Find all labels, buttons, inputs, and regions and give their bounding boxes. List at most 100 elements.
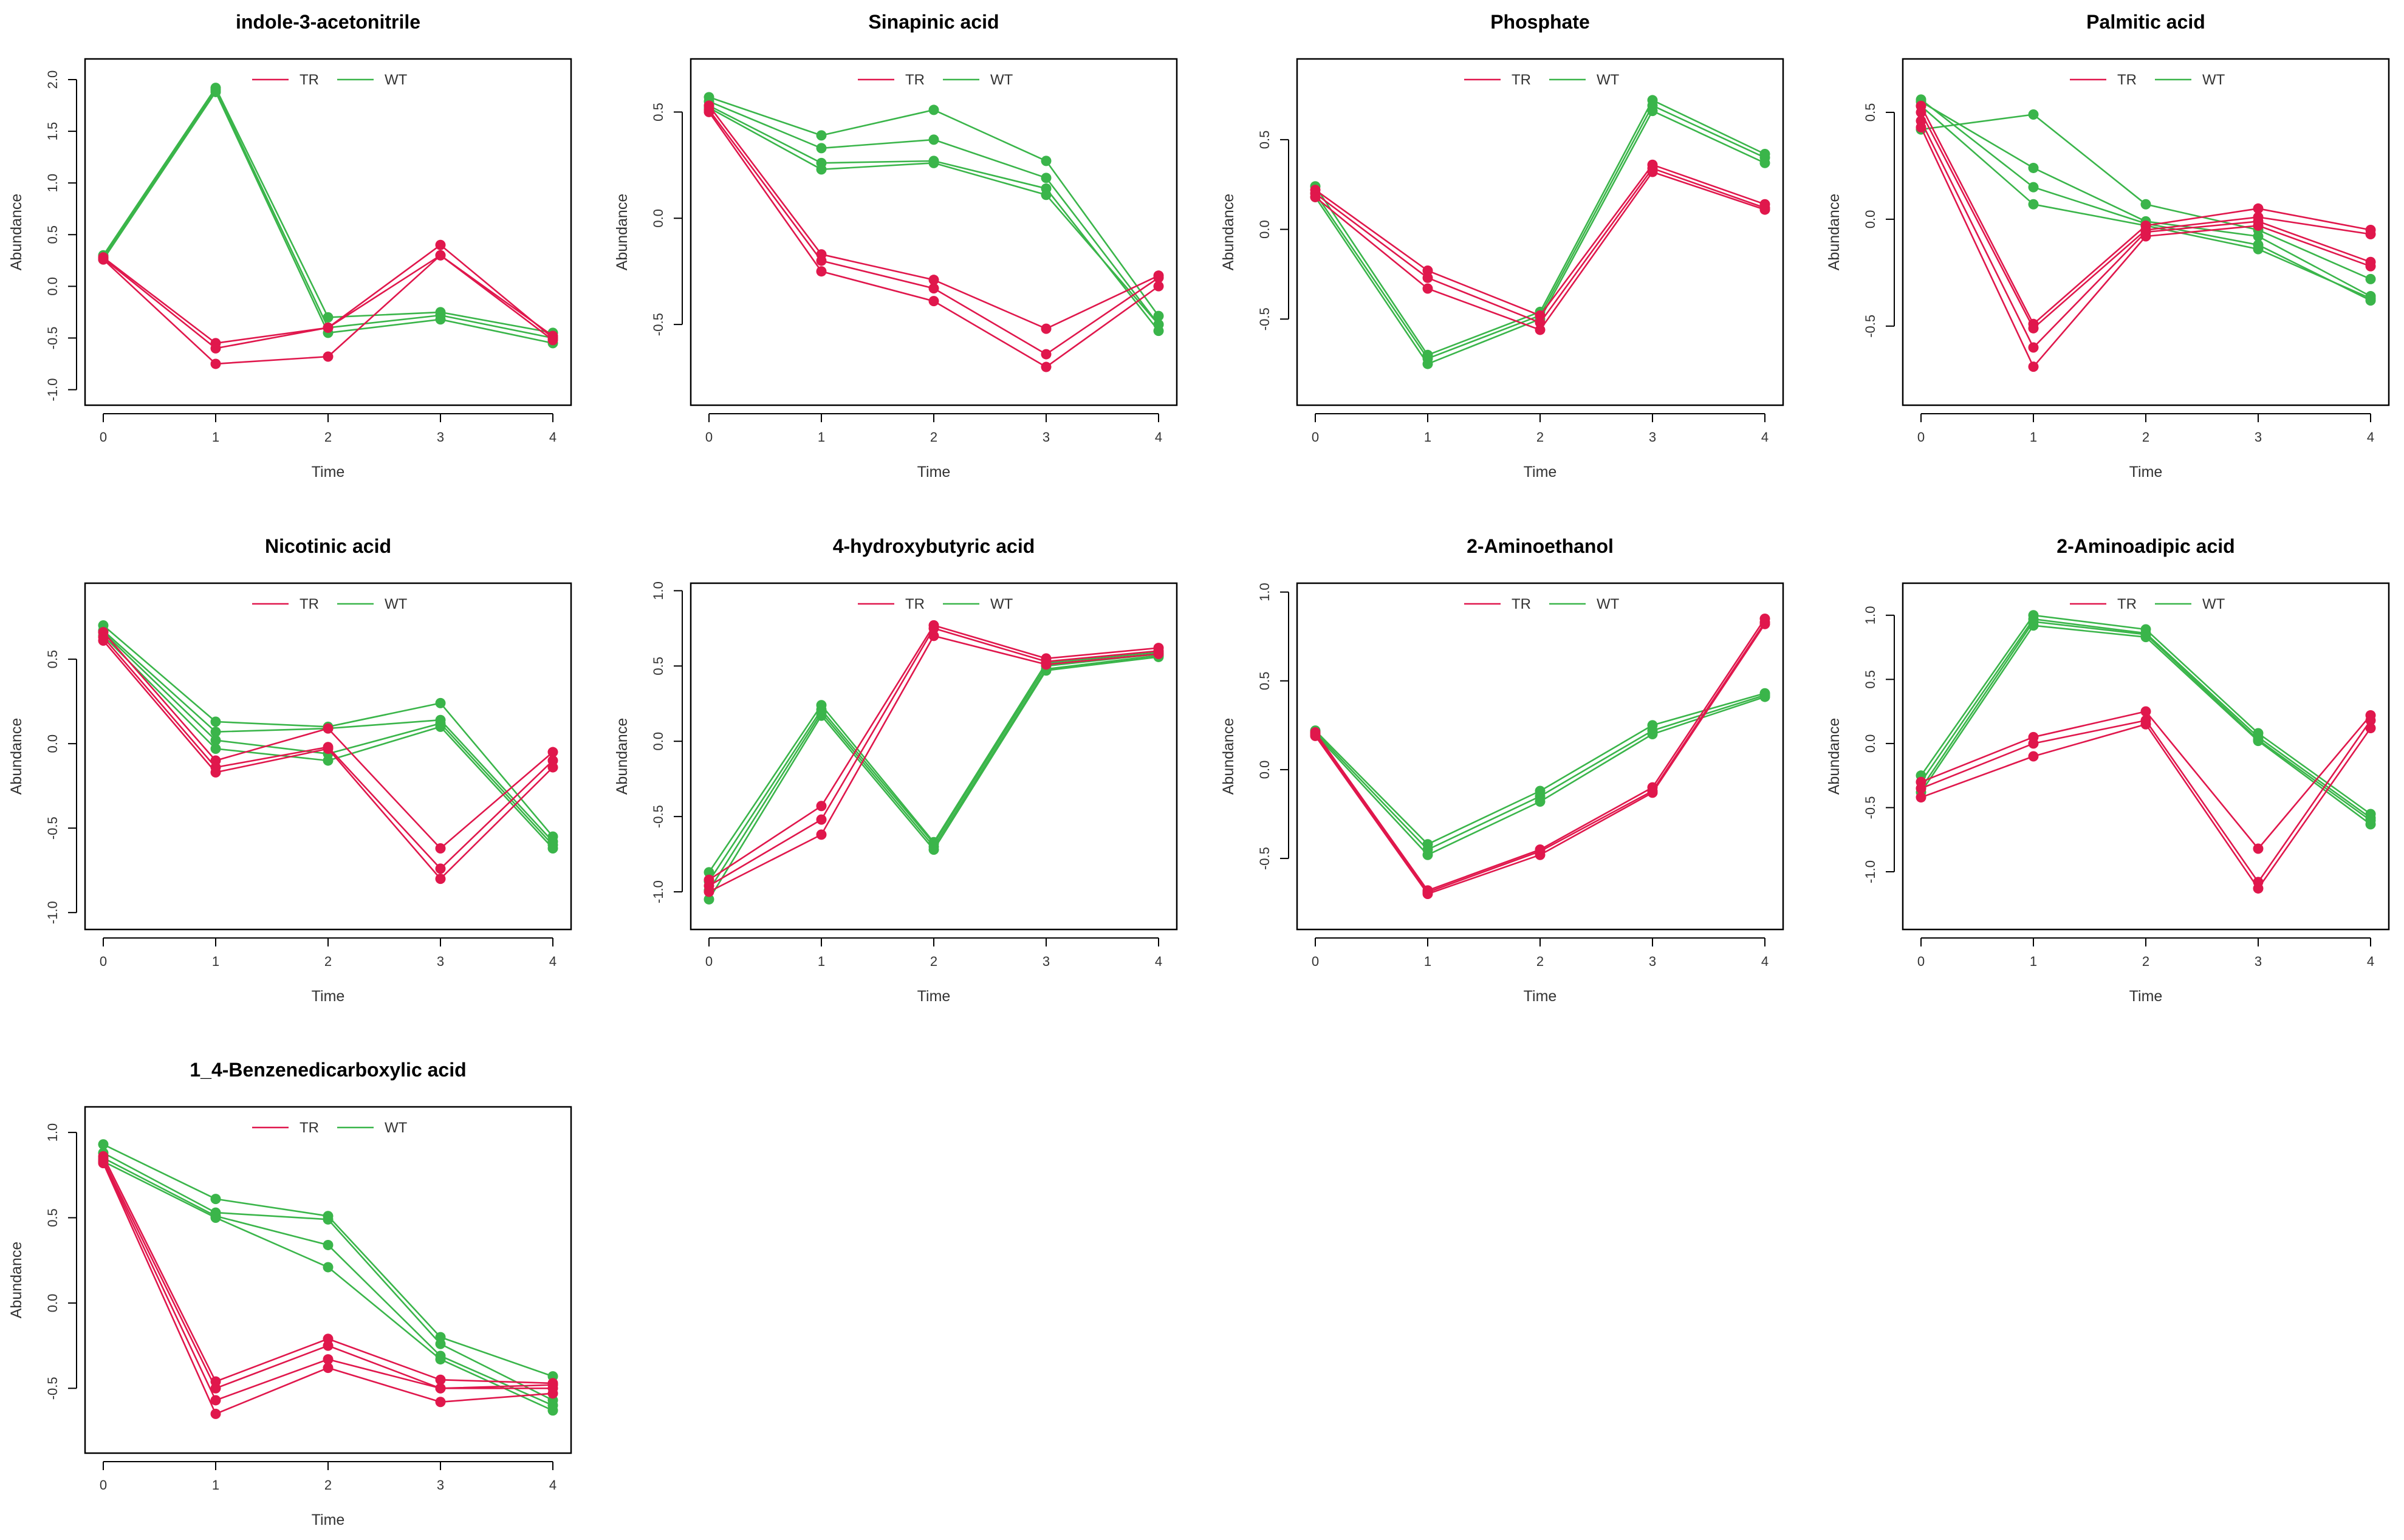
chart-3-point-wt (2140, 199, 2151, 210)
chart-1-x-tick-label: 2 (930, 429, 937, 445)
chart-5-point-tr (928, 631, 939, 642)
chart-4-y-axis-label: Abundance (8, 718, 25, 795)
chart-1-point-wt (1153, 310, 1164, 321)
chart-3-point-wt (2028, 199, 2039, 210)
chart-6-x-tick-label: 1 (1424, 954, 1431, 969)
chart-1-legend-label-wt: WT (990, 72, 1013, 88)
chart-0-y-axis-label: Abundance (8, 194, 25, 271)
chart-3-line-tr (1920, 105, 2371, 325)
chart-0-title: indole-3-acetonitrile (236, 11, 420, 33)
chart-6-title: 2-Aminoethanol (1467, 535, 1614, 557)
chart-1-point-wt (1041, 156, 1052, 166)
chart-6-point-tr (1422, 889, 1433, 900)
chart-5-x-tick-label: 3 (1043, 954, 1050, 969)
chart-0-point-tr (435, 250, 446, 261)
chart-1-point-wt (816, 130, 827, 141)
chart-6-y-tick-label: -0.5 (1257, 847, 1272, 870)
chart-1-x-tick-label: 0 (705, 429, 713, 445)
chart-1-point-tr (704, 106, 714, 117)
chart-4-series-tr-1 (98, 627, 558, 854)
chart-5-point-tr (816, 829, 827, 840)
chart-6-frame (1296, 582, 1784, 931)
chart-7-y-tick-label: 1.0 (1863, 606, 1878, 625)
chart-5-point-wt (816, 710, 827, 721)
chart-6-point-tr (1310, 730, 1321, 741)
chart-4-line-tr (103, 631, 553, 849)
chart-8-y-axis-label: Abundance (8, 1242, 25, 1319)
chart-4-legend-label-wt: WT (385, 596, 408, 612)
chart-1-series-tr-2 (704, 104, 1164, 360)
chart-1-y-tick-label: -0.5 (651, 313, 666, 336)
chart-0-x-tick-label: 4 (549, 429, 556, 445)
chart-8-point-tr (98, 1158, 109, 1169)
chart-2: Phosphate 0 1 2 3 4 Time -0.5 0.0 0.5 Abundance TR W… (1220, 11, 1784, 481)
chart-2-x-tick-label: 1 (1424, 429, 1431, 445)
chart-2-point-wt (1422, 358, 1433, 369)
chart-3-point-wt (2253, 231, 2264, 242)
chart-7-point-tr (2140, 706, 2151, 717)
chart-2-x-tick-label: 0 (1312, 429, 1319, 445)
chart-3-point-tr (2365, 229, 2376, 240)
chart-7-point-wt (2253, 736, 2264, 747)
chart-2-point-tr (1422, 283, 1433, 294)
chart-2-point-tr (1759, 204, 1770, 215)
chart-0-line-wt (102, 91, 553, 344)
chart-8-point-tr (323, 1354, 334, 1365)
chart-2-title: Phosphate (1490, 11, 1590, 33)
chart-2-point-wt (1759, 157, 1770, 168)
chart-4-point-tr (435, 843, 446, 854)
chart-0-frame (84, 58, 572, 406)
chart-6-legend: TR WT (1464, 596, 1620, 612)
chart-1-point-wt (928, 157, 939, 168)
chart-4-legend: TR WT (252, 596, 408, 612)
chart-2-point-tr (1647, 166, 1658, 177)
chart-1-series-tr-3 (704, 106, 1164, 372)
chart-8-point-wt (323, 1239, 334, 1250)
chart-7-point-tr (2365, 715, 2376, 726)
chart-5-frame (690, 582, 1178, 931)
chart-1-point-tr (928, 275, 939, 286)
chart-6-point-tr (1535, 849, 1546, 860)
chart-6-x-tick-label: 0 (1312, 954, 1319, 969)
chart-3-y-tick-label: -0.5 (1863, 315, 1878, 338)
chart-5-legend-label-wt: WT (990, 596, 1013, 612)
chart-4-point-wt (435, 697, 446, 708)
chart-1-frame (690, 58, 1178, 406)
chart-0-y-tick-label: 1.5 (45, 122, 60, 141)
chart-0-y-tick-label: 2.0 (45, 70, 60, 89)
chart-0-y-tick-label: 0.0 (45, 277, 60, 296)
chart-7-point-wt (2028, 620, 2039, 631)
chart-8-point-tr (547, 1388, 558, 1399)
chart-0-y-tick-label: 0.5 (45, 225, 60, 244)
chart-4-series-wt-2 (98, 625, 558, 847)
chart-3-series-tr-1 (1916, 100, 2376, 329)
chart-8-legend-label-wt: WT (385, 1120, 408, 1136)
chart-7-point-tr (1916, 792, 1926, 803)
chart-6-series-tr-3 (1310, 618, 1770, 900)
chart-7-point-wt (2365, 819, 2376, 830)
chart-6-point-tr (1647, 787, 1658, 798)
chart-6-y-axis-label: Abundance (1220, 718, 1237, 795)
chart-3-point-tr (2028, 323, 2039, 334)
chart-6-x-axis-label: Time (1524, 988, 1557, 1005)
chart-7-x-tick-label: 3 (2255, 954, 2262, 969)
chart-4-frame (84, 582, 572, 931)
chart-7-line-tr (1920, 719, 2372, 883)
chart-8-line-tr (102, 1159, 553, 1389)
chart-4-line-wt (103, 631, 553, 846)
chart-7-series-tr-2 (1916, 715, 2376, 888)
chart-5-y-axis-label: Abundance (614, 718, 631, 795)
chart-8-point-wt (210, 1194, 221, 1205)
chart-8-point-wt (98, 1139, 109, 1150)
chart-2-x-tick-label: 3 (1649, 429, 1656, 445)
chart-0-point-wt (210, 86, 221, 97)
chart-1-line-tr (708, 111, 1159, 368)
chart-8-point-tr (435, 1397, 446, 1408)
chart-3-line-tr (1920, 127, 2371, 368)
chart-8-point-wt (323, 1262, 334, 1273)
chart-0-legend: TR WT (252, 72, 408, 88)
chart-8-series-tr-4 (98, 1158, 558, 1419)
chart-0-point-wt (323, 312, 334, 323)
chart-4-x-tick-label: 0 (100, 954, 107, 969)
chart-3-series-tr-4 (1916, 122, 2376, 372)
